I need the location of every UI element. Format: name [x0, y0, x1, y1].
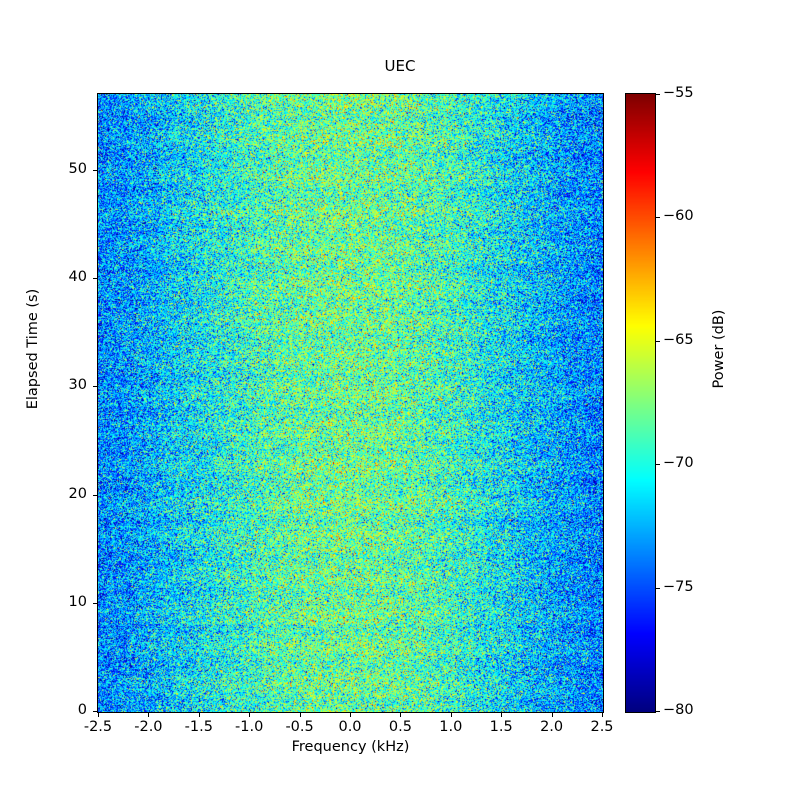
colorbar-tick-mark [656, 94, 660, 95]
y-tick-label: 30 [68, 377, 87, 394]
y-tick-mark [93, 278, 97, 280]
y-axis-label: Elapsed Time (s) [25, 288, 41, 410]
y-tick-label: 10 [68, 593, 87, 610]
colorbar-tick-mark [656, 711, 660, 712]
y-tick-mark [93, 386, 97, 388]
title-line-station: UEC [384, 57, 416, 75]
colorbar-tick-label: −65 [663, 331, 694, 348]
y-tick-mark [93, 711, 97, 712]
y-tick-label: 0 [77, 702, 87, 718]
colorbar-tick-mark [656, 587, 660, 589]
x-tick-label: -2.0 [134, 719, 163, 735]
x-tick-label: 1.0 [439, 719, 463, 735]
x-tick-label: 1.5 [489, 719, 513, 735]
x-axis-label: Frequency (kHz) [291, 739, 410, 755]
x-tick-label: -1.0 [235, 719, 264, 735]
x-tick-mark [551, 713, 553, 717]
x-tick-mark [98, 713, 99, 717]
x-tick-mark [501, 713, 503, 717]
y-tick-mark [93, 602, 97, 604]
y-tick-mark [93, 169, 97, 171]
colorbar-tick-label: −60 [663, 208, 694, 225]
y-tick-label: 40 [68, 269, 87, 286]
x-tick-label: -1.5 [184, 719, 213, 735]
x-tick-label: 0.5 [388, 719, 412, 735]
colorbar-label: Power (dB) [711, 309, 727, 389]
x-tick-mark [249, 713, 251, 717]
spectrogram-image [98, 94, 603, 712]
colorbar-gradient-image [626, 94, 655, 712]
x-tick-mark [350, 713, 351, 717]
x-tick-mark [400, 713, 402, 717]
colorbar [625, 93, 656, 713]
x-tick-label: 0.0 [338, 719, 362, 735]
colorbar-tick-mark [656, 217, 660, 219]
colorbar-tick-mark [656, 340, 660, 342]
x-tick-label: 2.0 [540, 719, 564, 735]
x-tick-mark [299, 713, 301, 717]
y-tick-label: 50 [68, 160, 87, 177]
x-tick-label: -2.5 [83, 719, 113, 735]
colorbar-tick-label: −70 [663, 455, 694, 472]
x-tick-mark [148, 713, 150, 717]
colorbar-tick-label: −55 [663, 85, 694, 101]
x-tick-label: 2.5 [590, 719, 614, 735]
x-tick-label: -0.5 [285, 719, 314, 735]
colorbar-tick-label: −75 [663, 578, 694, 595]
x-tick-mark [198, 713, 200, 717]
y-tick-mark [93, 494, 97, 496]
y-tick-label: 20 [68, 485, 87, 502]
colorbar-tick-mark [656, 464, 660, 466]
spectrogram-plot-area [97, 93, 604, 713]
x-tick-mark [602, 713, 603, 717]
colorbar-tick-label: −80 [663, 702, 694, 718]
x-tick-mark [450, 713, 452, 717]
